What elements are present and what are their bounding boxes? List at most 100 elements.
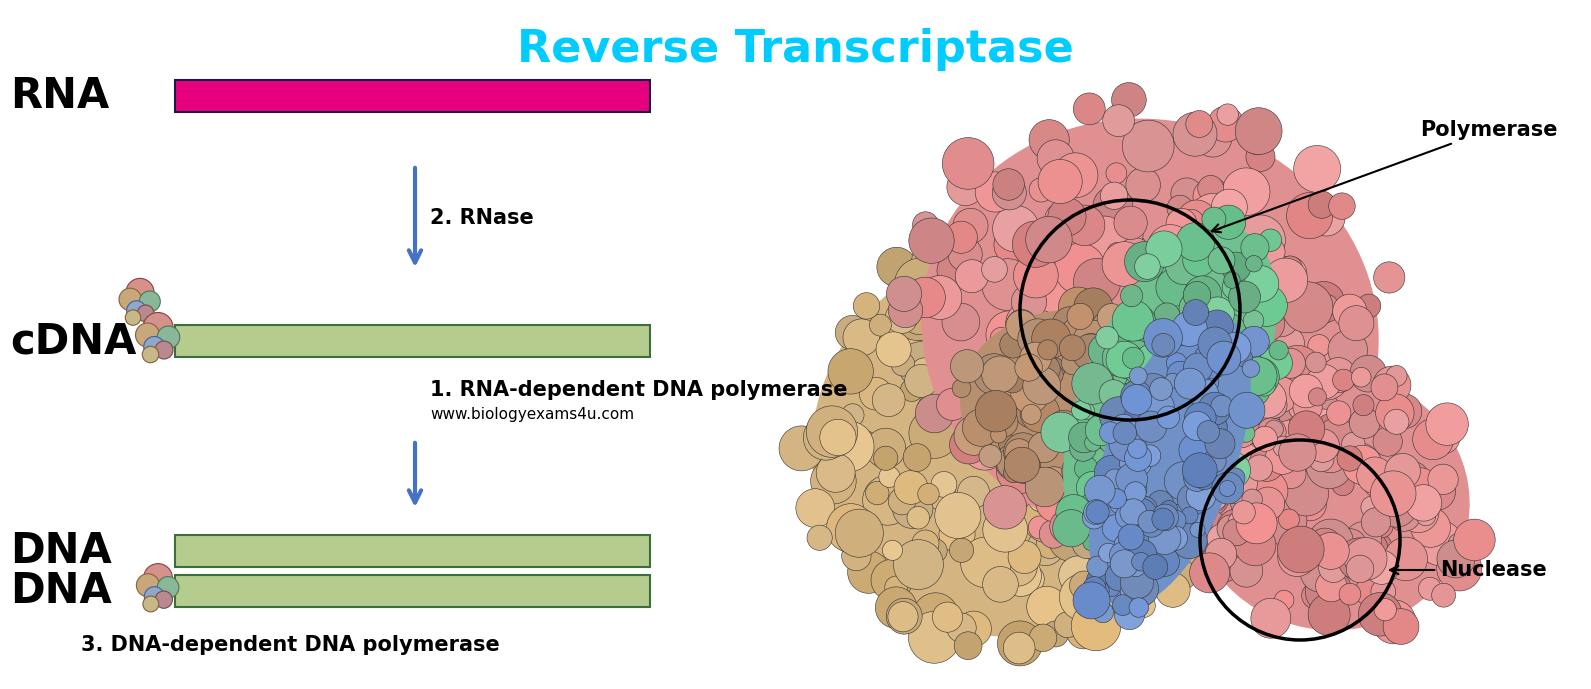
Circle shape: [1168, 453, 1209, 493]
Circle shape: [1282, 532, 1300, 551]
Circle shape: [1144, 512, 1177, 546]
Circle shape: [999, 331, 1026, 358]
Circle shape: [1375, 599, 1397, 621]
Circle shape: [1222, 275, 1247, 300]
Circle shape: [1087, 500, 1109, 524]
Circle shape: [1217, 406, 1246, 435]
Circle shape: [983, 507, 1028, 552]
Circle shape: [912, 358, 936, 381]
Circle shape: [1243, 310, 1263, 331]
Circle shape: [1177, 308, 1212, 342]
Circle shape: [1344, 522, 1381, 558]
Circle shape: [967, 214, 1004, 250]
Circle shape: [1209, 390, 1243, 424]
Circle shape: [1125, 466, 1169, 511]
Circle shape: [1203, 486, 1227, 510]
Circle shape: [1338, 538, 1381, 581]
Circle shape: [1416, 506, 1435, 526]
Circle shape: [888, 487, 916, 515]
Circle shape: [1136, 420, 1174, 457]
Circle shape: [1279, 534, 1309, 565]
Circle shape: [886, 301, 918, 333]
Circle shape: [1133, 466, 1171, 504]
Circle shape: [1090, 343, 1112, 364]
Circle shape: [1239, 325, 1276, 362]
Circle shape: [1268, 447, 1289, 467]
Circle shape: [897, 472, 923, 497]
Circle shape: [135, 323, 159, 347]
Circle shape: [1243, 360, 1260, 378]
Circle shape: [1230, 334, 1279, 383]
Circle shape: [961, 424, 1009, 470]
Circle shape: [142, 347, 159, 362]
Circle shape: [1111, 337, 1136, 362]
Circle shape: [1036, 482, 1076, 522]
Circle shape: [1036, 531, 1064, 559]
Circle shape: [943, 376, 972, 404]
Circle shape: [143, 313, 173, 342]
Circle shape: [1128, 539, 1157, 568]
Circle shape: [1120, 582, 1141, 602]
Circle shape: [948, 237, 982, 271]
Circle shape: [1109, 502, 1155, 549]
Circle shape: [1090, 492, 1115, 517]
Circle shape: [1155, 573, 1190, 607]
Circle shape: [1152, 502, 1182, 532]
Circle shape: [1115, 503, 1141, 529]
Text: 2. RNase: 2. RNase: [430, 208, 533, 228]
Circle shape: [1133, 479, 1160, 505]
Circle shape: [1144, 377, 1179, 411]
Circle shape: [1044, 358, 1066, 379]
Circle shape: [1204, 438, 1223, 456]
Circle shape: [835, 316, 870, 350]
Circle shape: [1252, 426, 1278, 451]
Circle shape: [866, 482, 889, 505]
Circle shape: [953, 208, 988, 243]
Circle shape: [1098, 401, 1115, 418]
Circle shape: [1147, 444, 1179, 475]
Circle shape: [1198, 393, 1230, 424]
Circle shape: [1099, 543, 1118, 563]
Circle shape: [1208, 291, 1260, 343]
Circle shape: [1405, 484, 1441, 521]
Circle shape: [918, 484, 939, 505]
Circle shape: [1042, 419, 1060, 437]
Circle shape: [1196, 421, 1220, 443]
Circle shape: [1103, 579, 1120, 597]
Circle shape: [1056, 393, 1109, 445]
Circle shape: [1177, 455, 1204, 483]
Circle shape: [1169, 424, 1196, 451]
Circle shape: [1074, 377, 1101, 402]
Ellipse shape: [811, 243, 1228, 637]
Circle shape: [1208, 524, 1238, 555]
Circle shape: [999, 285, 1045, 330]
Circle shape: [1387, 497, 1421, 531]
Circle shape: [1190, 410, 1204, 425]
Circle shape: [158, 577, 178, 598]
Circle shape: [1090, 542, 1115, 567]
Circle shape: [1371, 579, 1395, 604]
Circle shape: [1130, 367, 1147, 385]
Circle shape: [1308, 593, 1351, 635]
Circle shape: [1017, 565, 1044, 593]
Circle shape: [1149, 288, 1169, 309]
Circle shape: [1219, 329, 1252, 362]
Circle shape: [1125, 388, 1150, 413]
Circle shape: [1125, 572, 1158, 606]
Circle shape: [1074, 389, 1122, 437]
Circle shape: [1278, 256, 1303, 280]
Circle shape: [1088, 489, 1126, 528]
Circle shape: [1243, 265, 1279, 302]
Circle shape: [1095, 260, 1147, 312]
Circle shape: [964, 418, 980, 433]
Circle shape: [877, 247, 916, 287]
Circle shape: [1284, 471, 1328, 516]
Circle shape: [924, 387, 955, 418]
Circle shape: [1257, 367, 1278, 387]
Circle shape: [1217, 393, 1255, 433]
Ellipse shape: [1063, 227, 1278, 553]
Circle shape: [1136, 589, 1152, 606]
Circle shape: [1411, 508, 1451, 547]
Circle shape: [1122, 477, 1147, 502]
Circle shape: [1144, 436, 1163, 455]
